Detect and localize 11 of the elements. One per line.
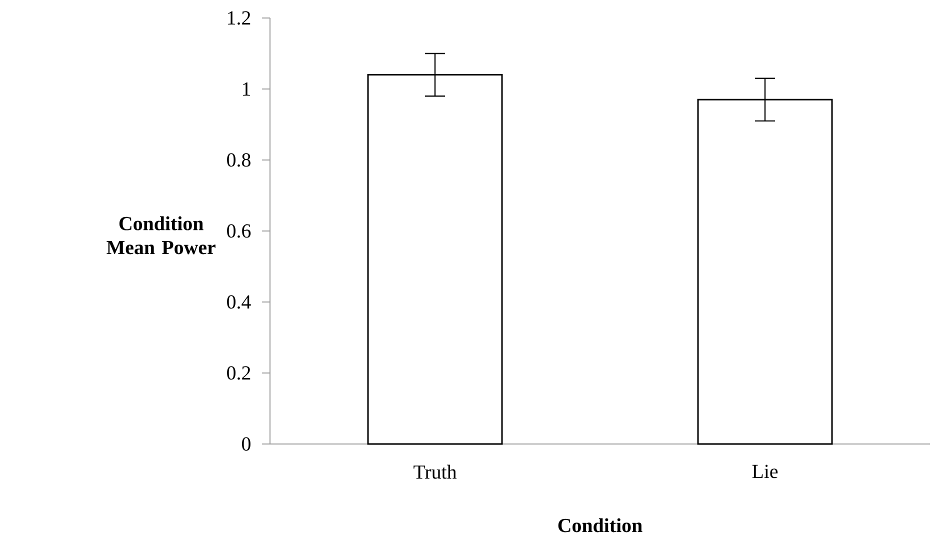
y-tick-label: 0.6	[227, 224, 251, 238]
y-axis-title: Condition Mean Power	[106, 216, 216, 254]
y-tick-label: 1	[242, 82, 250, 96]
y-tick-label: 1.2	[228, 11, 250, 25]
x-tick-label: Truth	[414, 464, 457, 479]
x-tick-label: Lie	[752, 464, 778, 478]
x-axis-title: Condition	[558, 518, 642, 532]
y-tick-label: 0.8	[227, 153, 250, 167]
y-tick-label: 0.4	[227, 295, 251, 309]
y-tick-label: 0	[242, 437, 250, 451]
y-tick-label: 0.2	[227, 366, 250, 380]
